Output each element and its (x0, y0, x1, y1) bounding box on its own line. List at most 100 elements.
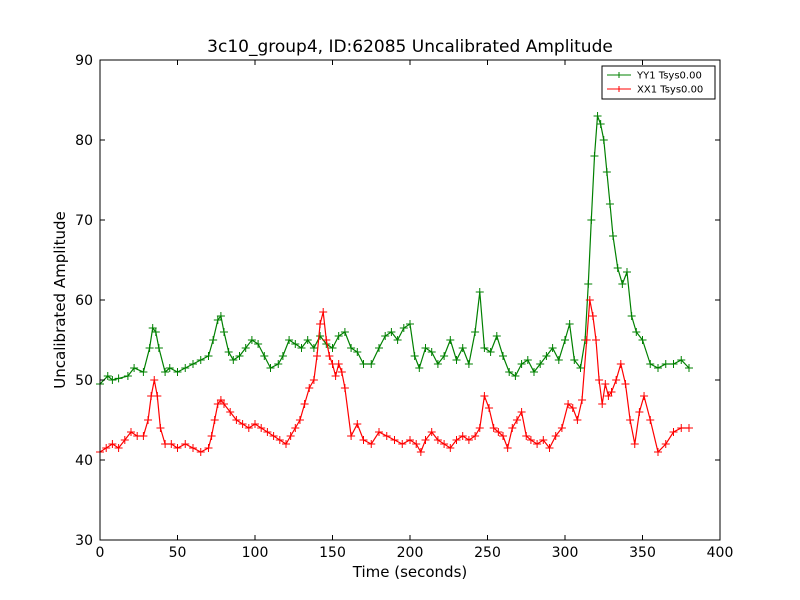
data-point (609, 232, 618, 240)
data-point (685, 364, 693, 372)
data-point (557, 424, 566, 432)
data-point (685, 424, 693, 432)
data-point (381, 332, 390, 340)
data-point (522, 432, 531, 440)
data-point (406, 436, 414, 444)
data-point (480, 344, 489, 352)
data-point (220, 328, 228, 336)
data-point (630, 440, 639, 448)
data-point (526, 436, 535, 444)
data-point (646, 360, 655, 368)
data-point (275, 436, 284, 444)
data-point (607, 388, 616, 396)
data-point (427, 348, 436, 356)
data-point (340, 328, 349, 336)
data-point (440, 440, 449, 448)
data-point (127, 428, 135, 436)
data-point (635, 408, 644, 416)
data-point (492, 332, 501, 340)
data-point (210, 416, 219, 424)
x-tick-label: 400 (707, 545, 734, 561)
data-point (313, 352, 321, 360)
data-point (297, 344, 306, 352)
data-point (165, 364, 174, 372)
data-point (156, 424, 165, 432)
data-point (309, 344, 318, 352)
x-tick-label: 0 (96, 545, 105, 561)
data-point (367, 440, 376, 448)
data-point (181, 440, 190, 448)
data-point (601, 380, 610, 388)
data-point (654, 364, 662, 372)
data-point (458, 344, 467, 352)
data-point (551, 432, 560, 440)
data-point (446, 336, 455, 344)
data-point (511, 372, 520, 380)
data-point (266, 364, 275, 372)
data-point (570, 356, 579, 364)
data-point (282, 440, 290, 448)
data-point (530, 368, 538, 376)
data-point (561, 336, 569, 344)
data-point (598, 400, 607, 408)
data-point (251, 420, 259, 428)
data-layer (96, 112, 693, 456)
data-point (542, 352, 551, 360)
data-point (269, 432, 278, 440)
data-point (226, 408, 235, 416)
data-point (421, 344, 430, 352)
data-point (587, 216, 596, 224)
data-point (144, 416, 153, 424)
data-point (331, 372, 340, 380)
data-point (595, 376, 604, 384)
data-point (661, 360, 670, 368)
data-point (151, 328, 160, 336)
data-point (489, 424, 498, 432)
data-point (375, 344, 383, 352)
data-point (582, 336, 591, 344)
data-point (406, 320, 414, 328)
data-point (677, 356, 686, 364)
data-point (204, 352, 213, 360)
data-point (471, 328, 480, 336)
data-point (196, 448, 205, 456)
data-point (196, 356, 205, 364)
data-point (305, 384, 314, 392)
data-point (480, 392, 489, 400)
data-point (427, 428, 436, 436)
legend-label: XX1 Tsys0.00 (637, 85, 703, 96)
x-tick-label: 100 (242, 545, 269, 561)
data-point (613, 264, 622, 272)
data-point (654, 448, 662, 456)
data-point (102, 444, 111, 452)
data-point (592, 336, 600, 344)
series-line (99, 299, 689, 454)
data-point (433, 436, 442, 444)
data-point (328, 344, 337, 352)
data-point (433, 360, 442, 368)
data-point (578, 396, 587, 404)
data-point (278, 352, 287, 360)
data-point (103, 372, 112, 380)
x-tick-label: 150 (319, 545, 346, 561)
data-point (464, 360, 473, 368)
data-point (316, 332, 325, 340)
data-point (263, 428, 272, 436)
data-point (209, 336, 218, 344)
data-point (220, 400, 228, 408)
data-point (260, 352, 269, 360)
data-point (353, 420, 362, 428)
legend-box (601, 65, 716, 100)
data-point (503, 444, 512, 452)
data-point (393, 336, 402, 344)
data-point (440, 352, 449, 360)
data-point (415, 364, 424, 372)
data-point (181, 364, 190, 372)
data-point (599, 136, 608, 144)
data-point (621, 380, 630, 388)
data-point (669, 360, 678, 368)
data-point (139, 368, 148, 376)
data-point (640, 392, 649, 400)
data-point (254, 340, 263, 348)
data-point (585, 296, 594, 304)
